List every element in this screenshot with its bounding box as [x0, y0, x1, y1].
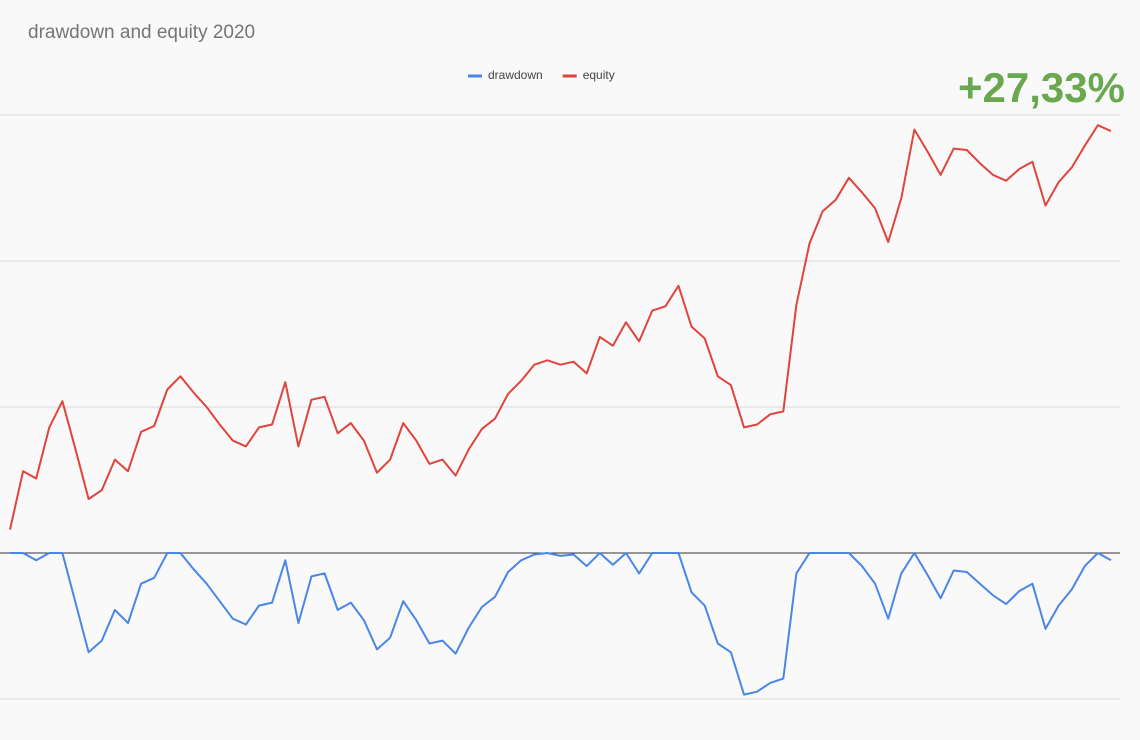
series-line: [9, 124, 1112, 530]
legend-label: equity: [583, 68, 615, 82]
annotation: +27,33%: [958, 64, 1125, 111]
chart-title: drawdown and equity 2020: [28, 22, 255, 43]
legend-label: drawdown: [488, 68, 543, 82]
series-line: [10, 552, 1112, 696]
